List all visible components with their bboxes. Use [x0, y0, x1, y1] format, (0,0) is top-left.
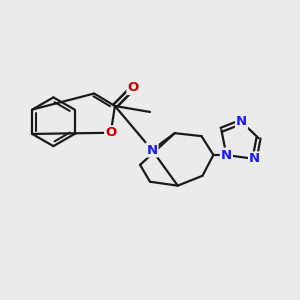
Text: N: N	[236, 115, 247, 128]
Text: O: O	[128, 81, 139, 94]
Text: N: N	[146, 143, 158, 157]
Text: O: O	[105, 126, 116, 139]
Text: N: N	[221, 148, 232, 162]
Text: N: N	[249, 152, 260, 165]
